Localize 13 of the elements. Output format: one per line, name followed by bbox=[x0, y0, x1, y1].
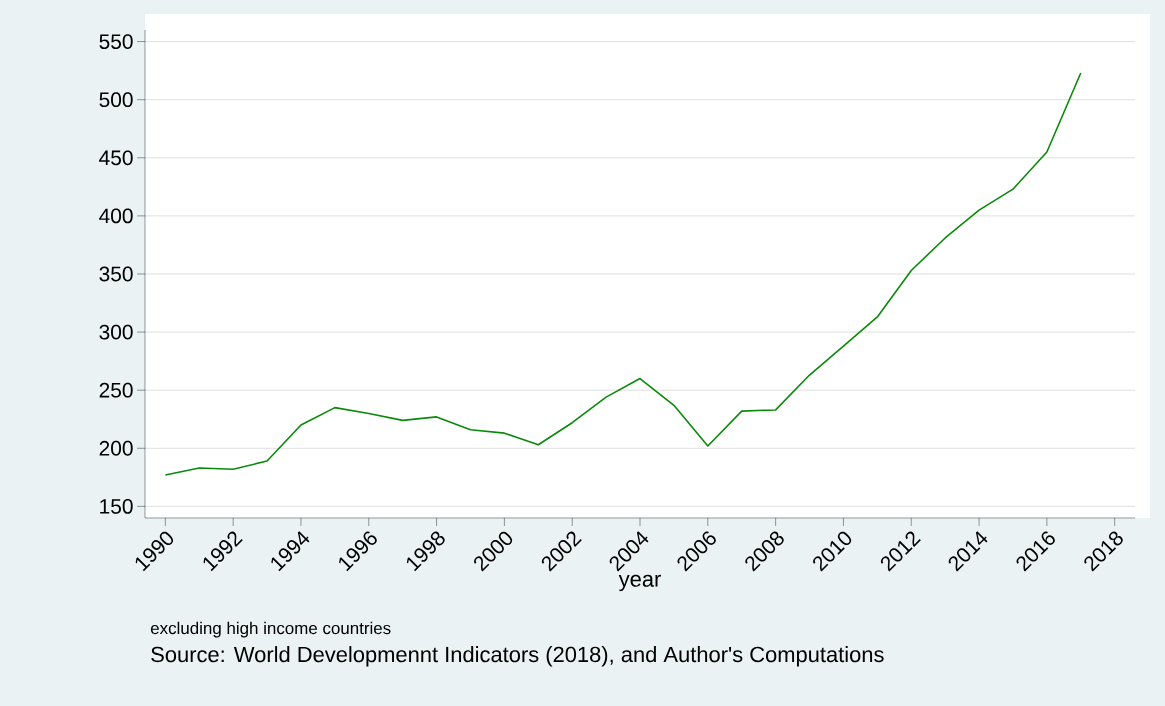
y-tick-label: 200 bbox=[99, 440, 133, 456]
x-axis-title: year bbox=[618, 574, 661, 592]
y-tick-label: 150 bbox=[100, 498, 133, 514]
y-tick-label: 400 bbox=[99, 208, 133, 224]
text: excluding high income countries bbox=[150, 621, 391, 638]
y-tick-label: 300 bbox=[99, 324, 133, 340]
line-series bbox=[164, 72, 1082, 476]
y-tick-label: 450 bbox=[99, 150, 133, 166]
y-tick-label: 500 bbox=[99, 92, 133, 108]
y-tick-label: 350 bbox=[99, 266, 133, 282]
y-tick-label: 250 bbox=[99, 382, 133, 398]
source-note: Source: World Developmennt Indicators (2018), and Author's Computations bbox=[151, 646, 884, 667]
y-tick-label: 550 bbox=[99, 34, 133, 50]
